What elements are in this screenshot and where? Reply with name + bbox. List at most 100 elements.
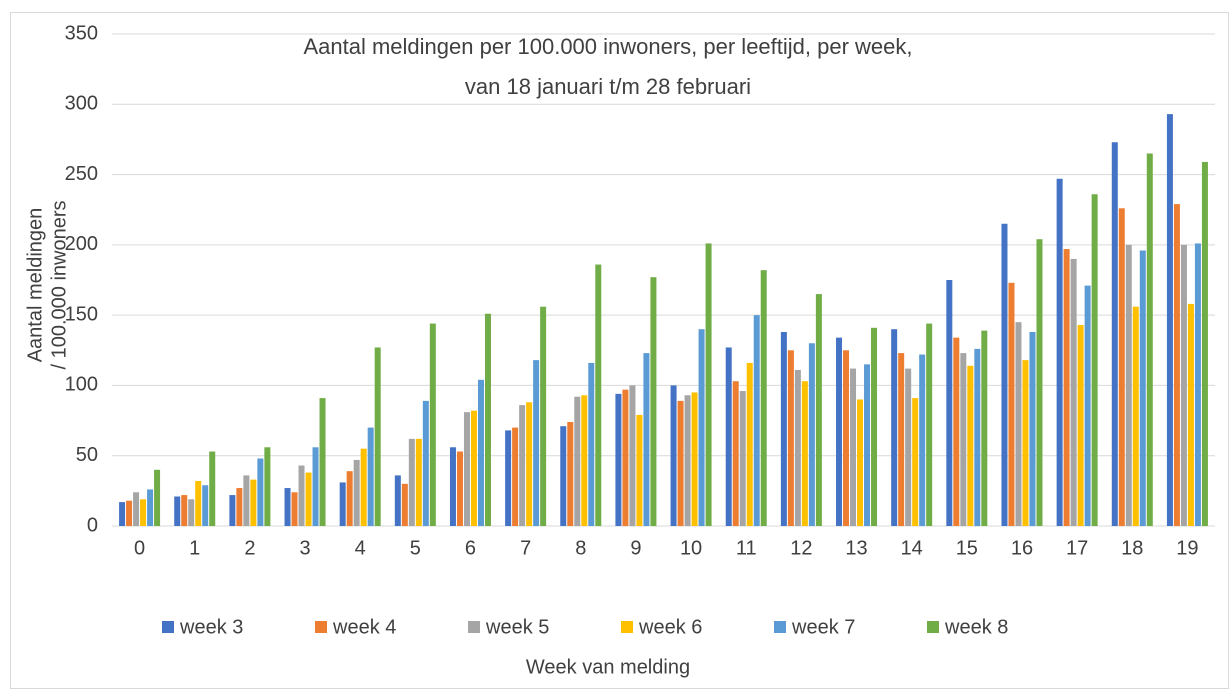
bar (574, 396, 581, 526)
bar (456, 451, 463, 526)
bar (843, 350, 850, 526)
bar (181, 495, 188, 526)
bar (732, 381, 739, 526)
legend-swatch (162, 621, 174, 633)
x-tick-label: 5 (410, 537, 421, 559)
bar (484, 313, 491, 526)
legend-label: week 8 (944, 616, 1008, 638)
bar (374, 347, 381, 526)
bar (291, 492, 298, 526)
bar (140, 499, 147, 526)
bar (415, 438, 422, 526)
bar (981, 330, 988, 526)
x-tick-label: 0 (134, 537, 145, 559)
legend-swatch (315, 621, 327, 633)
bar (1001, 223, 1008, 526)
bar (725, 347, 732, 526)
bar (1111, 142, 1118, 527)
x-tick-label: 12 (790, 537, 812, 559)
bar (1077, 324, 1084, 526)
bar (919, 354, 926, 526)
bar (505, 430, 512, 526)
legend-label: week 5 (485, 616, 549, 638)
bar (477, 379, 484, 526)
bar (677, 400, 684, 526)
bar (1180, 244, 1187, 526)
bar (174, 496, 181, 526)
chart-title: Aantal meldingen per 100.000 inwoners, p… (303, 34, 912, 59)
bar (1187, 303, 1194, 526)
bar (1132, 306, 1139, 526)
bar (147, 489, 154, 526)
bar (567, 421, 574, 526)
bar (1056, 178, 1063, 526)
bar (684, 395, 691, 526)
bar (898, 353, 905, 526)
bar (1201, 161, 1208, 527)
bar (1125, 244, 1132, 526)
bar (794, 369, 801, 526)
bar (967, 365, 974, 526)
bar (195, 481, 202, 526)
bar (257, 458, 264, 526)
bar (526, 402, 533, 526)
y-tick-label: 200 (65, 233, 98, 255)
bar (540, 306, 547, 526)
bar (891, 329, 898, 526)
x-tick-label: 11 (736, 537, 757, 559)
x-tick-label: 17 (1066, 537, 1088, 559)
bar (691, 392, 698, 526)
bar (154, 469, 161, 526)
bar (953, 337, 960, 526)
x-tick-label: 19 (1176, 537, 1198, 559)
bar (360, 448, 367, 526)
bar (698, 329, 705, 526)
bar (119, 502, 126, 526)
bar (394, 475, 401, 526)
bar (353, 459, 360, 526)
bar (850, 368, 857, 526)
bar (857, 399, 864, 526)
legend-label: week 4 (332, 616, 396, 638)
bar (133, 492, 140, 526)
bar (250, 479, 257, 526)
bar (243, 475, 250, 526)
legend-swatch (468, 621, 480, 633)
bar (1008, 282, 1015, 526)
bar (912, 398, 919, 526)
bar (512, 427, 519, 526)
bar (1036, 239, 1043, 526)
bar (974, 348, 981, 526)
bar (739, 391, 746, 526)
bar (305, 472, 312, 526)
bar (126, 500, 133, 526)
bar (864, 364, 871, 526)
bar (636, 414, 643, 526)
bar (188, 499, 195, 526)
bar (787, 350, 794, 526)
bar (905, 368, 912, 526)
bar (670, 385, 677, 526)
bar (581, 395, 588, 526)
bar (1084, 285, 1091, 526)
bar (1118, 208, 1125, 526)
x-axis-label: Week van melding (526, 656, 690, 678)
bar (1091, 194, 1098, 526)
y-tick-label: 50 (76, 444, 98, 466)
bar (1029, 332, 1036, 526)
legend-label: week 7 (791, 616, 855, 638)
x-tick-label: 9 (630, 537, 641, 559)
bar (1146, 153, 1153, 526)
x-tick-label: 14 (901, 537, 923, 559)
bar (1070, 258, 1077, 526)
y-tick-label: 150 (65, 303, 98, 325)
bar (753, 315, 760, 526)
bar (422, 400, 429, 526)
y-tick-label: 250 (65, 163, 98, 185)
bar (202, 485, 209, 526)
bar (760, 270, 767, 526)
bar (284, 488, 291, 526)
bar (801, 381, 808, 526)
x-tick-label: 10 (680, 537, 702, 559)
